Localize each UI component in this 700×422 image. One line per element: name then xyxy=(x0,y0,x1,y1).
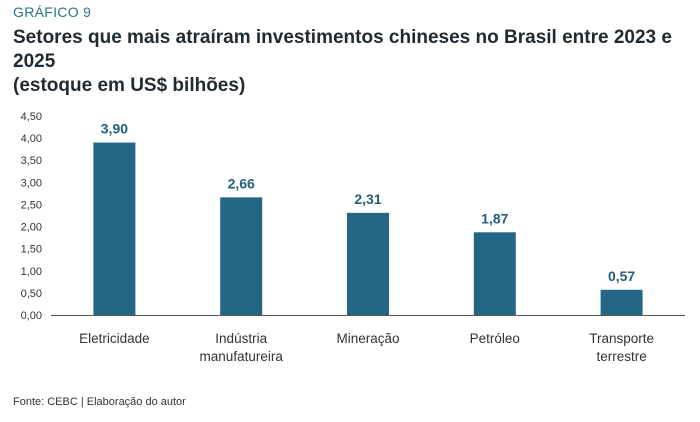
bar-value-label: 2,31 xyxy=(354,191,381,207)
bar-value-label: 3,90 xyxy=(101,121,128,137)
bar xyxy=(347,212,389,315)
bar-value-label: 2,66 xyxy=(228,175,255,191)
x-category-label: Mineração xyxy=(336,331,399,346)
chart-title-line-1: Setores que mais atraíram investimentos … xyxy=(13,27,672,72)
y-tick-label: 3,50 xyxy=(21,155,42,167)
y-tick-label: 3,00 xyxy=(21,177,42,189)
chart-label: GRÁFICO 9 xyxy=(13,4,92,20)
x-category-label: manufatureira xyxy=(200,349,284,364)
y-tick-label: 4,00 xyxy=(21,133,42,145)
source-note: Fonte: CEBC | Elaboração do autor xyxy=(13,396,186,408)
x-category-label: Eletricidade xyxy=(79,331,150,346)
y-tick-label: 2,50 xyxy=(21,199,42,211)
chart-title-line-2: (estoque em US$ bilhões) xyxy=(13,75,246,96)
x-category-label: Indústria xyxy=(215,331,267,346)
bar-chart: 0,00 0,50 1,00 1,50 2,00 2,50 3,00 3,50 4,00 4,50… xyxy=(21,111,685,364)
y-tick-label: 0,00 xyxy=(21,310,42,322)
y-tick-label: 0,50 xyxy=(21,288,42,300)
bar-value-label: 1,87 xyxy=(481,210,508,226)
y-tick-label: 4,50 xyxy=(21,111,42,123)
y-tick-label: 1,50 xyxy=(21,244,42,256)
bar xyxy=(93,142,136,315)
x-category-label: terrestre xyxy=(596,349,646,364)
bar xyxy=(220,197,263,315)
bar-value-label: 0,57 xyxy=(608,268,635,284)
bar xyxy=(473,232,516,315)
x-category-label: Transporte xyxy=(589,331,654,346)
y-tick-label: 2,00 xyxy=(21,222,42,234)
chart-title: Setores que mais atraíram investimentos … xyxy=(13,26,693,98)
bar xyxy=(600,289,643,315)
x-category-label: Petróleo xyxy=(470,331,520,346)
y-tick-label: 1,00 xyxy=(21,266,42,278)
